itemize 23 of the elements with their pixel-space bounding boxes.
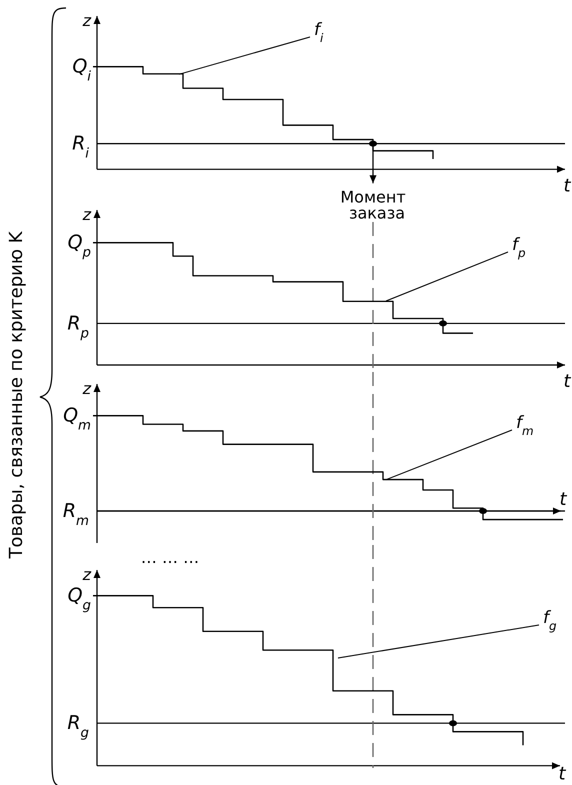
annotation: f$_{p}$ xyxy=(512,235,526,260)
x-axis-title: t xyxy=(558,764,566,785)
text: f$_{i}$ xyxy=(314,20,324,45)
y-axis-title: z xyxy=(82,565,92,584)
x-axis-title: t xyxy=(563,175,572,196)
ref-line-label: R$_{p}$ xyxy=(67,312,89,341)
text: Q$_{i}$ xyxy=(72,56,92,84)
text: Q$_{g}$ xyxy=(68,584,91,614)
y-axis-title: z xyxy=(82,205,92,224)
ref-line-label: R$_{g}$ xyxy=(67,712,89,741)
y-axis-title: z xyxy=(82,379,92,398)
ref-line-label: R$_{i}$ xyxy=(72,132,90,162)
x-axis-title: t xyxy=(563,371,572,392)
text: Момент заказа xyxy=(340,187,406,222)
text: Q$_{p}$ xyxy=(68,232,91,260)
ref-line-label: R$_{m}$ xyxy=(62,500,90,528)
annotation: f$_{m}$ xyxy=(516,413,534,438)
annotation: f$_{g}$ xyxy=(543,608,557,633)
x-axis-title: t xyxy=(559,489,568,510)
y-axis-title: z xyxy=(82,11,92,30)
text: Товары, связанные по критерию K xyxy=(6,230,27,560)
text: … … … xyxy=(140,548,200,567)
text: Q$_{m}$ xyxy=(63,404,92,434)
